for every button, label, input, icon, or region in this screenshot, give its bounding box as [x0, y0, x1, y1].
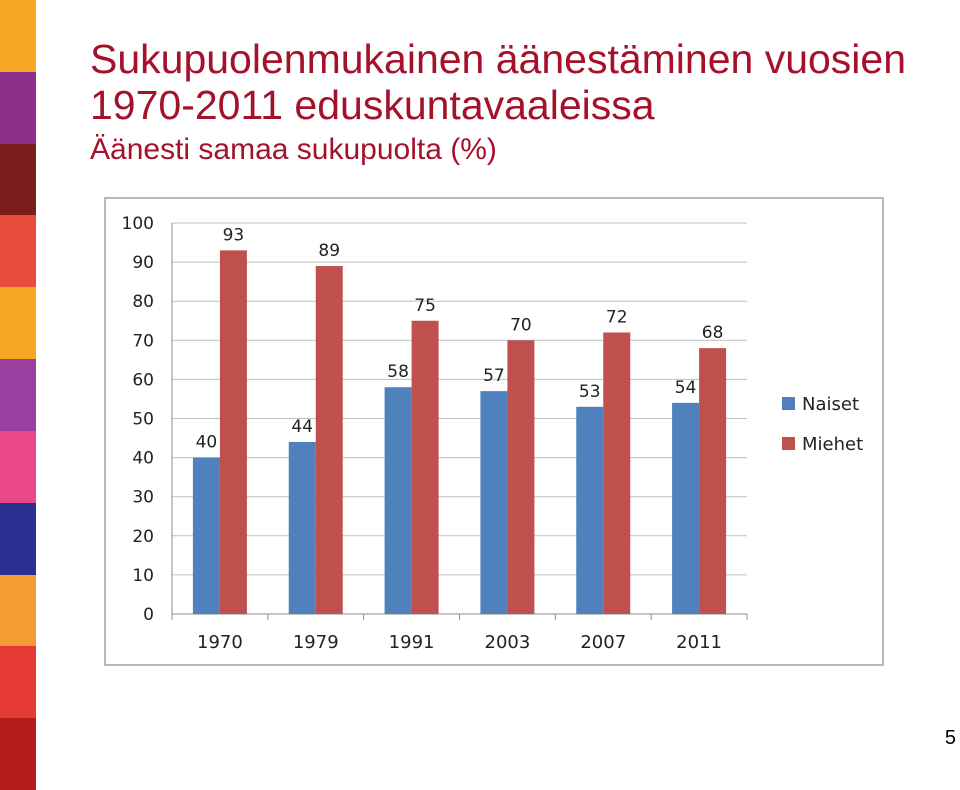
- chart-frame: 0 10 20 30 40 50 60 70 80 90 100 40 93 1970 44 89 1979 58…: [104, 197, 884, 666]
- page-number: 5: [944, 727, 956, 749]
- bar-miehet: [507, 340, 535, 614]
- x-tick-label: 1979: [293, 632, 339, 653]
- y-tick-label: 90: [132, 253, 154, 273]
- data-label-naiset: 40: [196, 433, 218, 453]
- y-tick-label: 20: [132, 527, 154, 547]
- y-tick-label: 10: [132, 566, 154, 586]
- legend-label-miehet: Miehet: [802, 434, 863, 455]
- data-label-miehet: 72: [606, 307, 628, 327]
- page-title-line-2: 1970-2011 eduskuntavaaleissa: [90, 82, 655, 128]
- bar-miehet: [603, 332, 631, 614]
- side-strip-block: [0, 143, 36, 216]
- data-label-miehet: 93: [223, 225, 245, 245]
- x-tick-label: 1991: [389, 632, 435, 653]
- side-strip-block: [0, 718, 36, 790]
- x-tick-label: 1970: [197, 632, 243, 653]
- data-label-naiset: 58: [387, 362, 409, 382]
- x-tick-label: 2003: [485, 632, 531, 653]
- side-strip-block: [0, 287, 36, 360]
- y-tick-label: 30: [132, 488, 154, 508]
- side-strip-block: [0, 502, 36, 575]
- bar-miehet: [315, 266, 343, 614]
- side-strip-block: [0, 0, 36, 72]
- side-strip-block: [0, 646, 36, 719]
- side-strip-block: [0, 359, 36, 431]
- bar-chart: 0 10 20 30 40 50 60 70 80 90 100 40 93 1970 44 89 1979 58…: [122, 214, 864, 653]
- y-tick-label: 60: [132, 370, 154, 390]
- bar-naiset: [672, 402, 700, 614]
- data-label-naiset: 53: [579, 382, 601, 402]
- side-strip-block: [0, 215, 36, 288]
- decorative-side-strip: [0, 0, 36, 790]
- legend-label-naiset: Naiset: [802, 394, 859, 415]
- y-tick-label: 40: [132, 449, 154, 469]
- data-label-naiset: 54: [675, 378, 697, 398]
- data-label-miehet: 68: [702, 323, 724, 343]
- data-label-miehet: 89: [318, 241, 340, 261]
- bar-naiset: [576, 406, 604, 614]
- x-tick-label: 2011: [676, 632, 722, 653]
- data-label-naiset: 57: [483, 366, 505, 386]
- y-tick-label: 80: [132, 292, 154, 312]
- y-tick-label: 100: [122, 214, 154, 234]
- y-tick-label: 50: [132, 410, 154, 430]
- y-tick-label: 0: [143, 605, 154, 625]
- side-strip-block: [0, 71, 36, 144]
- y-tick-label: 70: [132, 331, 154, 351]
- bar-miehet: [699, 348, 727, 614]
- page-subtitle: Äänesti samaa sukupuolta (%): [90, 133, 497, 166]
- side-strip-block: [0, 430, 36, 503]
- legend-swatch-miehet: [782, 437, 795, 450]
- bar-naiset: [192, 457, 220, 614]
- legend-swatch-naiset: [782, 397, 795, 410]
- data-label-miehet: 70: [510, 315, 532, 335]
- bar-naiset: [288, 441, 316, 614]
- bar-naiset: [480, 391, 508, 614]
- page-title-line-1: Sukupuolenmukainen äänestäminen vuosien: [90, 36, 907, 82]
- data-label-miehet: 75: [414, 296, 436, 316]
- data-label-naiset: 44: [291, 417, 313, 437]
- bar-miehet: [219, 250, 247, 614]
- x-tick-label: 2007: [580, 632, 626, 653]
- bar-naiset: [384, 387, 412, 614]
- bar-miehet: [411, 320, 439, 614]
- side-strip-block: [0, 574, 36, 647]
